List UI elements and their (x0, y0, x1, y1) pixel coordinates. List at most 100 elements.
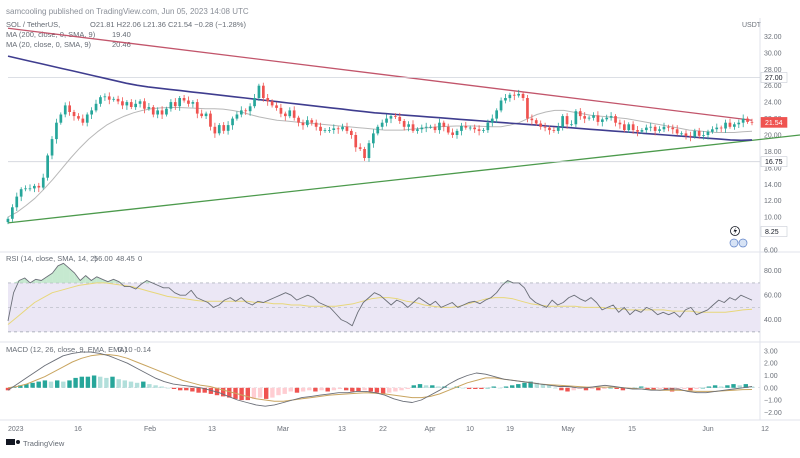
candle (209, 110, 212, 131)
macd-histogram-bar (153, 385, 158, 388)
macd-histogram-bar (294, 387, 300, 393)
macd-histogram-bar (270, 387, 275, 398)
candle-body (41, 177, 45, 188)
macd-histogram-bar (91, 375, 97, 388)
candle-body (433, 126, 437, 131)
candle (90, 107, 93, 119)
candle-body (697, 130, 701, 136)
candle-body (640, 130, 644, 132)
candle-body (363, 149, 366, 158)
candle-body (350, 130, 353, 135)
candle (314, 119, 318, 131)
rsi-ma-line (7, 282, 753, 325)
rsi-overbought-fill (41, 276, 47, 283)
macd-histogram-bar (719, 386, 724, 388)
price-badge-label: 8.25 (765, 229, 779, 236)
macd-histogram-bar (36, 381, 41, 388)
candle-body (512, 94, 516, 96)
macd-histogram-bar (18, 385, 23, 388)
candle (380, 119, 384, 130)
candle (200, 109, 203, 119)
candle (15, 192, 19, 211)
price-badge: 27.00 (760, 72, 788, 83)
candle (552, 127, 556, 133)
macd-histogram-bar (79, 376, 84, 388)
candle (446, 123, 450, 135)
candle (46, 153, 49, 181)
candle (433, 123, 437, 133)
candle (424, 122, 428, 133)
candle (614, 114, 617, 127)
candle-body (156, 110, 159, 115)
candle (350, 128, 353, 139)
candle-body (482, 130, 485, 131)
candle-body (112, 98, 115, 100)
candle-body (596, 115, 600, 122)
candle-body (618, 122, 622, 125)
macd-histogram-bar (67, 380, 72, 388)
candle (169, 99, 173, 112)
macd-histogram-bar (214, 387, 220, 396)
macd-histogram-bar (331, 387, 337, 391)
candle-body (28, 188, 32, 190)
candle (187, 96, 190, 107)
macd-histogram-bar (116, 379, 121, 388)
macd-tick-label: 2.00 (764, 361, 778, 368)
macd-histogram-bar (122, 380, 127, 388)
candle (156, 107, 159, 119)
candle-body (508, 94, 512, 99)
time-tick-label: Jun (702, 426, 713, 433)
macd-histogram-bar (639, 386, 644, 388)
macd-histogram-bar (559, 387, 564, 391)
candle-body (649, 126, 653, 128)
candle-body (90, 110, 93, 115)
candle (675, 125, 679, 136)
macd-histogram-bar (571, 387, 576, 391)
price-badge-box (760, 226, 788, 237)
candle-body (336, 128, 340, 130)
candle-body (195, 102, 199, 114)
candle (565, 113, 569, 129)
candle (336, 126, 340, 134)
candle-body (24, 188, 27, 190)
macd-histogram-bar (288, 387, 293, 392)
candle-body (292, 110, 296, 118)
candle-body (284, 113, 287, 117)
candle-body (455, 130, 459, 135)
candle-body (416, 129, 419, 131)
candle (671, 124, 675, 134)
candle (270, 99, 274, 108)
candle-body (125, 102, 129, 106)
macd-histogram-bar (731, 384, 736, 388)
candle-body (376, 126, 380, 134)
macd-histogram-bar (264, 387, 269, 399)
macd-histogram-bar (614, 387, 619, 389)
candle-body (609, 116, 613, 118)
rsi-legend-label: RSI (14, close, SMA, 14, 2) (6, 254, 97, 263)
candle-body (129, 102, 133, 107)
price-axis-unit: USDT (742, 22, 762, 29)
macd-histogram-bar (583, 387, 589, 391)
candle-body (543, 126, 547, 128)
candle (226, 121, 230, 135)
candle-body (165, 108, 168, 115)
candle (195, 99, 199, 119)
rsi-overbought-fill (57, 263, 64, 283)
macd-histogram-bar (725, 385, 730, 388)
candle (627, 122, 631, 133)
candle-body (446, 126, 450, 133)
candle (402, 119, 406, 131)
macd-histogram-bar (669, 387, 675, 392)
rsi-line (7, 262, 753, 327)
macd-histogram-bar (417, 384, 423, 388)
macd-histogram-bar (423, 385, 429, 388)
macd-histogram-bar (178, 387, 183, 391)
rsi-overbought-fill (19, 278, 25, 283)
macd-legend-value: 0.10 (118, 345, 133, 354)
candle (556, 122, 560, 134)
candle-body (565, 116, 569, 125)
macd-histogram-bar (73, 377, 78, 388)
candle (592, 112, 595, 121)
macd-histogram-bar (682, 387, 687, 389)
candle-body (319, 126, 322, 131)
